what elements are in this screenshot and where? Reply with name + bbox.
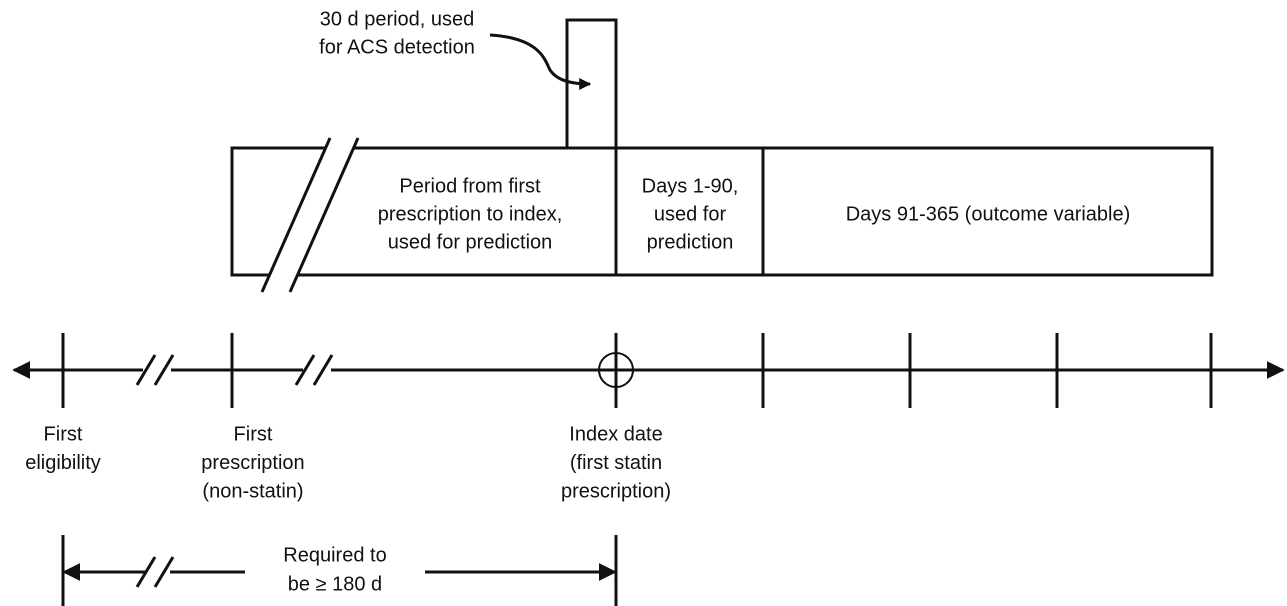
break-line [288, 137, 360, 293]
box-label: prediction [647, 231, 734, 253]
timeline-label: (first statin [570, 452, 662, 474]
timeline-label: Index date [569, 423, 662, 445]
timeline-label: First [234, 423, 273, 445]
timeline-label: prescription [201, 452, 304, 474]
bracket-break [135, 556, 175, 588]
box-label: prescription to index, [378, 203, 563, 225]
box-label: Days 91-365 (outcome variable) [846, 203, 1131, 225]
bracket-label: be ≥ 180 d [288, 573, 382, 595]
box-label: Period from first [399, 175, 541, 197]
ticks [61, 333, 1213, 408]
timeline-label: eligibility [25, 452, 101, 474]
index-marker [598, 352, 634, 388]
box-label: used for prediction [388, 231, 553, 253]
annotation-text: 30 d period, used [320, 8, 475, 30]
annotation-text: for ACS detection [319, 36, 475, 58]
annotation-arrow [489, 33, 592, 90]
labels: 30 d period, used for ACS detection Period… [25, 8, 1130, 595]
timeline-label: First [44, 423, 83, 445]
box-label: used for [654, 203, 727, 225]
timeline-label: (non-statin) [202, 480, 303, 502]
timeline-breaks [135, 354, 334, 386]
box-label: Days 1-90, [642, 175, 739, 197]
period-box [230, 146, 1214, 277]
timeline-label: prescription) [561, 480, 671, 502]
break-gap [262, 138, 358, 292]
bracket-label: Required to [283, 544, 386, 566]
break-line [260, 137, 332, 293]
